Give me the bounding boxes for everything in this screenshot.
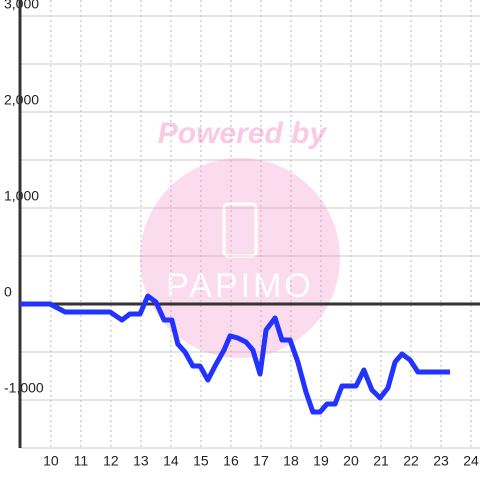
x-tick-label: 12 <box>103 453 119 469</box>
x-tick-label: 20 <box>343 453 359 469</box>
x-tick-label: 15 <box>193 453 209 469</box>
x-tick-label: 19 <box>313 453 329 469</box>
x-tick-label: 17 <box>253 453 269 469</box>
y-tick-label: -1,000 <box>4 380 44 396</box>
watermark-icon <box>222 202 258 258</box>
x-tick-label: 22 <box>403 453 419 469</box>
y-tick-label: 1,000 <box>4 188 39 204</box>
watermark-title: Powered by <box>158 117 328 150</box>
x-tick-label: 23 <box>433 453 449 469</box>
x-tick-label: 24 <box>463 453 479 469</box>
watermark-brand: PAPIMO <box>166 267 314 305</box>
watermark-circle <box>140 158 340 358</box>
x-tick-label: 10 <box>43 453 59 469</box>
x-tick-label: 14 <box>163 453 179 469</box>
x-tick-label: 21 <box>373 453 389 469</box>
x-tick-label: 16 <box>223 453 239 469</box>
data-line <box>20 293 450 415</box>
y-tick-label: 3,000 <box>4 0 39 12</box>
grid <box>20 0 480 449</box>
x-tick-label: 13 <box>133 453 149 469</box>
x-tick-label: 11 <box>74 453 89 469</box>
y-tick-label: 0 <box>4 284 12 300</box>
y-tick-label: 2,000 <box>4 92 39 108</box>
watermark: Powered by PAPIMO <box>140 117 340 358</box>
x-tick-label: 18 <box>283 453 299 469</box>
